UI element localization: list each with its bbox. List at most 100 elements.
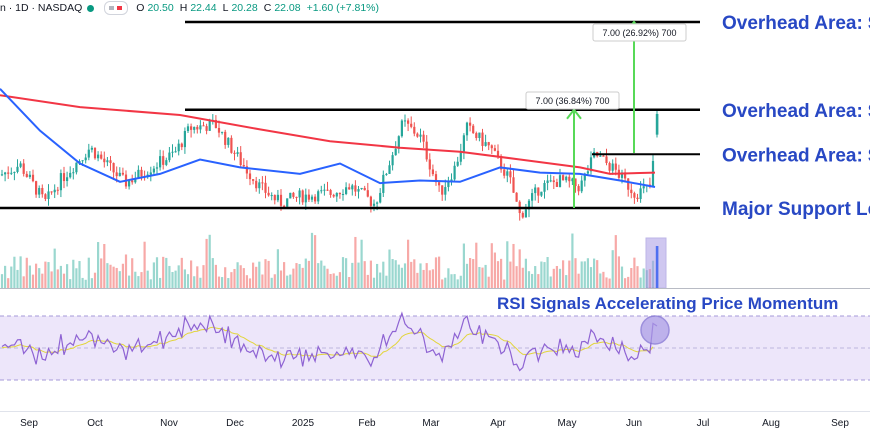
candle <box>462 135 465 152</box>
candle <box>317 191 320 202</box>
volume-bar <box>341 257 345 288</box>
volume-bar <box>10 266 13 288</box>
volume-bar <box>134 271 137 288</box>
candle <box>624 172 627 179</box>
volume-bar <box>487 276 490 288</box>
measure-label-2: 7.00 (26.92%) 700 <box>602 28 676 38</box>
volume-bar <box>369 260 372 288</box>
candle <box>149 172 152 175</box>
volume-bar <box>577 273 580 288</box>
candle <box>279 194 283 206</box>
volume-bar <box>183 269 186 288</box>
candle <box>93 147 97 159</box>
volume-bar <box>332 273 335 288</box>
candle <box>639 188 642 200</box>
candle <box>7 172 10 174</box>
volume-bar <box>543 262 546 288</box>
candle <box>314 196 317 202</box>
symbol-line[interactable]: n · 1D · NASDAQ <box>0 2 83 14</box>
candle <box>416 133 419 137</box>
candle <box>261 182 264 184</box>
volume-bar <box>372 277 376 288</box>
volume-bar <box>599 273 602 288</box>
volume-bar <box>354 236 357 288</box>
volume-bar <box>624 278 627 288</box>
candle <box>252 179 255 181</box>
volume-bar <box>47 262 50 288</box>
candle <box>19 163 22 167</box>
measure-box-1 <box>525 91 620 110</box>
volume-bar <box>366 274 369 288</box>
candle <box>400 120 403 137</box>
volume-bar <box>605 277 608 288</box>
volume-bar <box>314 235 317 288</box>
volume-bar <box>180 257 183 288</box>
candle <box>382 174 385 193</box>
candle <box>289 192 292 199</box>
volume-bar <box>360 239 363 288</box>
volume-bar <box>72 259 75 288</box>
candle <box>555 182 558 187</box>
volume-bar <box>16 269 19 288</box>
candle <box>397 136 400 149</box>
close-value: 22.08 <box>274 2 301 14</box>
candle <box>326 189 329 191</box>
volume-bar <box>128 275 131 288</box>
volume-bar <box>537 274 540 288</box>
volume-bar <box>425 263 428 288</box>
volume-bar <box>410 261 413 288</box>
candle <box>137 169 140 179</box>
candle <box>534 187 537 194</box>
level-label-4: Major Support Lev <box>722 199 870 220</box>
open-value: 20.50 <box>147 2 174 14</box>
volume-bar <box>608 278 611 288</box>
candle <box>627 178 630 190</box>
measure-arrow-head <box>566 108 582 120</box>
volume-bar <box>168 265 171 288</box>
candle <box>537 187 540 196</box>
volume-bar <box>413 259 416 288</box>
volume-bar <box>512 243 515 288</box>
volume-bar <box>540 261 543 288</box>
candle <box>602 155 605 157</box>
volume-bar <box>500 258 503 288</box>
volume-bar <box>496 261 500 288</box>
volume-bar <box>199 277 202 288</box>
candle <box>165 160 168 165</box>
candle <box>558 175 562 187</box>
volume-bar <box>493 252 496 288</box>
volume-bar <box>44 261 47 288</box>
candles <box>0 109 659 221</box>
candle <box>438 182 441 186</box>
volume-bar <box>630 268 633 288</box>
candle <box>140 169 143 177</box>
candle <box>586 171 589 174</box>
candle <box>515 192 518 202</box>
candle <box>258 182 261 189</box>
candle <box>376 202 379 204</box>
volume-bar <box>562 260 565 288</box>
candle <box>183 130 186 148</box>
candle <box>447 181 450 188</box>
volume-bar <box>450 274 453 288</box>
volume-bar <box>357 262 360 288</box>
candle <box>155 167 159 169</box>
volume-bar <box>112 266 115 288</box>
volume-bar <box>258 261 261 288</box>
volume-bar <box>363 261 366 288</box>
volume-bar <box>286 275 289 288</box>
compare-toggle-icon[interactable] <box>104 1 129 15</box>
candle <box>28 174 31 178</box>
candle <box>403 120 407 122</box>
volume-bar <box>35 263 38 288</box>
candle <box>100 154 103 159</box>
volume-bar <box>589 267 593 288</box>
volume-bars <box>0 232 667 289</box>
volume-bar <box>552 268 555 288</box>
volume-bar <box>376 263 379 288</box>
candle <box>540 191 543 196</box>
volume-bar <box>171 271 174 288</box>
candle <box>372 203 376 206</box>
candle <box>385 173 388 175</box>
